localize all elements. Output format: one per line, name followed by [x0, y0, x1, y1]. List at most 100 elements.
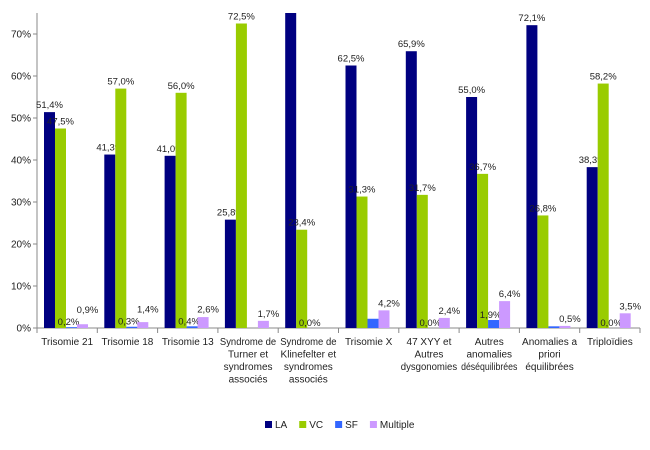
legend-label: Multiple: [380, 420, 415, 431]
data-label: 1,9%: [480, 310, 502, 321]
bar-sf: [126, 326, 138, 328]
data-label: 26,8%: [529, 203, 556, 214]
data-label: 56,0%: [168, 81, 195, 92]
y-tick-label: 70%: [11, 30, 31, 41]
data-label: 0,9%: [77, 305, 99, 316]
bar-la: [405, 51, 417, 328]
data-label: 41,3%: [96, 143, 123, 154]
x-tick-label: Autres: [414, 350, 443, 361]
bar-multiple: [197, 317, 209, 328]
bar-vc: [55, 128, 66, 328]
x-tick-label: associés: [229, 375, 268, 386]
bar-vc: [356, 196, 368, 328]
legend-label: SF: [345, 420, 358, 431]
x-tick-label: anomalies: [466, 350, 512, 361]
bar-la: [224, 219, 236, 328]
data-label: 41,0%: [157, 144, 184, 155]
x-tick-label: Syndrome de: [280, 337, 337, 348]
bar-vc: [537, 215, 549, 328]
data-label: 23,4%: [288, 218, 315, 229]
bar-multiple: [559, 325, 571, 328]
y-tick-label: 0%: [17, 324, 32, 335]
x-tick-label: Klinefelter et: [281, 350, 337, 361]
data-label: 4,2%: [378, 298, 400, 309]
bar-vc: [416, 194, 428, 328]
bar-sf: [66, 327, 77, 328]
bar-vc: [235, 23, 247, 328]
bar-sf: [548, 326, 560, 328]
data-label: 51,4%: [36, 100, 63, 111]
y-tick-label: 10%: [11, 282, 31, 293]
bar-la: [345, 65, 357, 328]
x-tick-label: équilibrées: [525, 362, 573, 373]
bar-multiple: [378, 310, 390, 328]
x-tick-label: syndromes: [284, 362, 333, 373]
bar-la: [526, 25, 538, 329]
data-label: 36,7%: [469, 162, 496, 173]
data-label: 31,3%: [349, 185, 376, 196]
data-label: 65,9%: [398, 39, 425, 50]
x-tick-label: Trisomie 13: [162, 337, 214, 348]
x-tick-label: 47 XYY et: [407, 337, 452, 348]
data-label: 6,4%: [499, 289, 521, 300]
legend-swatch-sf: [335, 421, 343, 428]
bar-sf: [186, 326, 198, 328]
data-label: 55,0%: [458, 85, 485, 96]
data-label: 25,8%: [217, 208, 244, 219]
bar-multiple: [77, 324, 88, 328]
bar-la: [104, 154, 116, 328]
data-label: 38,3%: [579, 155, 606, 166]
data-label: 0,4%: [178, 316, 200, 327]
data-label: 62,5%: [338, 54, 365, 65]
y-tick-label: 20%: [11, 240, 31, 251]
x-tick-label: syndromes: [224, 362, 273, 373]
bar-multiple: [619, 313, 631, 328]
bar-vc: [597, 83, 609, 328]
data-label: 0,3%: [118, 317, 140, 328]
legend-swatch-vc: [299, 421, 307, 428]
data-label: 31,7%: [409, 183, 436, 194]
legend-swatch-multiple: [369, 421, 377, 428]
x-tick-label: priori: [538, 350, 560, 361]
y-tick-label: 50%: [11, 114, 31, 125]
bar-vc: [175, 92, 187, 328]
data-label: 1,7%: [258, 309, 280, 320]
y-tick-label: 30%: [11, 198, 31, 209]
data-label: 72,1%: [518, 13, 545, 24]
bar-multiple: [499, 301, 511, 328]
bar-multiple: [257, 320, 269, 328]
bar-vc: [115, 88, 127, 328]
y-tick-label: 40%: [11, 156, 31, 167]
data-label: 3,5%: [619, 301, 641, 312]
x-tick-label: Trisomie 18: [102, 337, 154, 348]
x-tick-label: Syndrome de: [220, 337, 277, 348]
bar-la: [466, 97, 478, 328]
bar-vc: [477, 173, 489, 328]
bar-sf: [488, 320, 500, 328]
x-tick-label: Triploïdies: [587, 337, 633, 348]
legend-label: LA: [275, 420, 288, 431]
bar-la: [44, 112, 55, 329]
y-tick-label: 60%: [11, 72, 31, 83]
bar-la: [164, 155, 176, 328]
bar-multiple: [438, 317, 450, 328]
x-tick-label: Autres: [475, 337, 504, 348]
x-tick-label: dysgonomies: [401, 362, 457, 373]
data-label: 0,0%: [419, 318, 441, 329]
data-label: 1,4%: [137, 305, 159, 316]
x-tick-label: déséquilibrées: [461, 362, 517, 373]
data-label: 72,5%: [228, 12, 255, 23]
bar-la: [285, 13, 297, 328]
data-label: 0,0%: [299, 318, 321, 329]
data-label: 57,0%: [107, 77, 134, 88]
data-label: 0,5%: [559, 314, 581, 325]
legend-swatch-la: [265, 421, 272, 428]
bar-multiple: [137, 322, 149, 328]
data-label: 58,2%: [590, 72, 617, 83]
x-tick-label: Trisomie X: [345, 337, 393, 348]
x-tick-label: Turner et: [228, 350, 268, 361]
legend-label: VC: [309, 420, 323, 431]
bar-la: [586, 167, 598, 328]
